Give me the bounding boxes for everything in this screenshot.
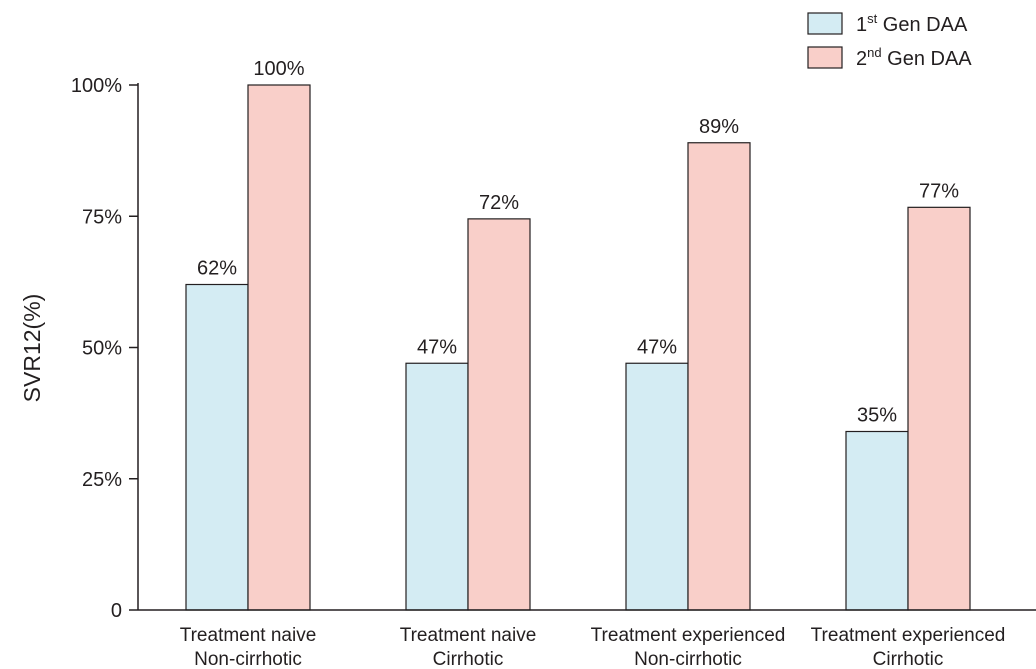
legend-label-series1: 1st Gen DAA (856, 11, 968, 36)
y-tick-label: 100% (71, 75, 122, 97)
data-label-series1-cat3: 47% (637, 336, 677, 358)
x-category-label-line1: Treatment naive (400, 625, 537, 646)
legend-swatch-series2 (807, 46, 843, 69)
data-label-series2-cat3: 89% (699, 116, 739, 138)
y-axis: 0 25% 50% 75% 100% (71, 75, 139, 622)
bars-group (185, 84, 971, 611)
bar-series2-cat2 (467, 218, 531, 611)
x-category-label-line1: Treatment experienced (591, 625, 786, 646)
x-category-label-line2: Cirrhotic (433, 649, 504, 669)
legend-label-series2: 2nd Gen DAA (856, 45, 972, 70)
y-axis-title: SVR12(%) (19, 294, 45, 403)
x-category-label-line2: Non-cirrhotic (194, 649, 302, 669)
bar-series1-cat3 (625, 362, 689, 611)
y-tick-label: 25% (82, 469, 122, 491)
bar-series2-cat3 (687, 142, 751, 611)
legend-swatch-series1 (807, 12, 843, 35)
x-category-label-line1: Treatment naive (180, 625, 317, 646)
data-labels-group: 62% 47% 47% 35% 100% 72% 89% 77% (197, 58, 959, 427)
data-label-series2-cat1: 100% (253, 58, 304, 80)
x-axis: Treatment naive Non-cirrhotic Treatment na… (138, 609, 1036, 669)
y-tick-label: 50% (82, 338, 122, 360)
data-label-series1-cat4: 35% (857, 405, 897, 427)
data-label-series2-cat2: 72% (479, 192, 519, 214)
legend: 1st Gen DAA 2nd Gen DAA (807, 11, 972, 70)
x-category-label-line2: Non-cirrhotic (634, 649, 742, 669)
x-category-label-line1: Treatment experienced (811, 625, 1006, 646)
y-tick-label: 75% (82, 206, 122, 228)
y-tick-label: 0 (111, 600, 122, 622)
data-label-series2-cat4: 77% (919, 180, 959, 202)
data-label-series1-cat2: 47% (417, 336, 457, 358)
data-label-series1-cat1: 62% (197, 258, 237, 280)
bar-series1-cat1 (185, 283, 249, 611)
bar-series1-cat2 (405, 362, 469, 611)
bar-series2-cat1 (247, 84, 311, 611)
x-category-label-line2: Cirrhotic (873, 649, 944, 669)
bar-series1-cat4 (845, 430, 909, 611)
bar-series2-cat4 (907, 206, 971, 611)
